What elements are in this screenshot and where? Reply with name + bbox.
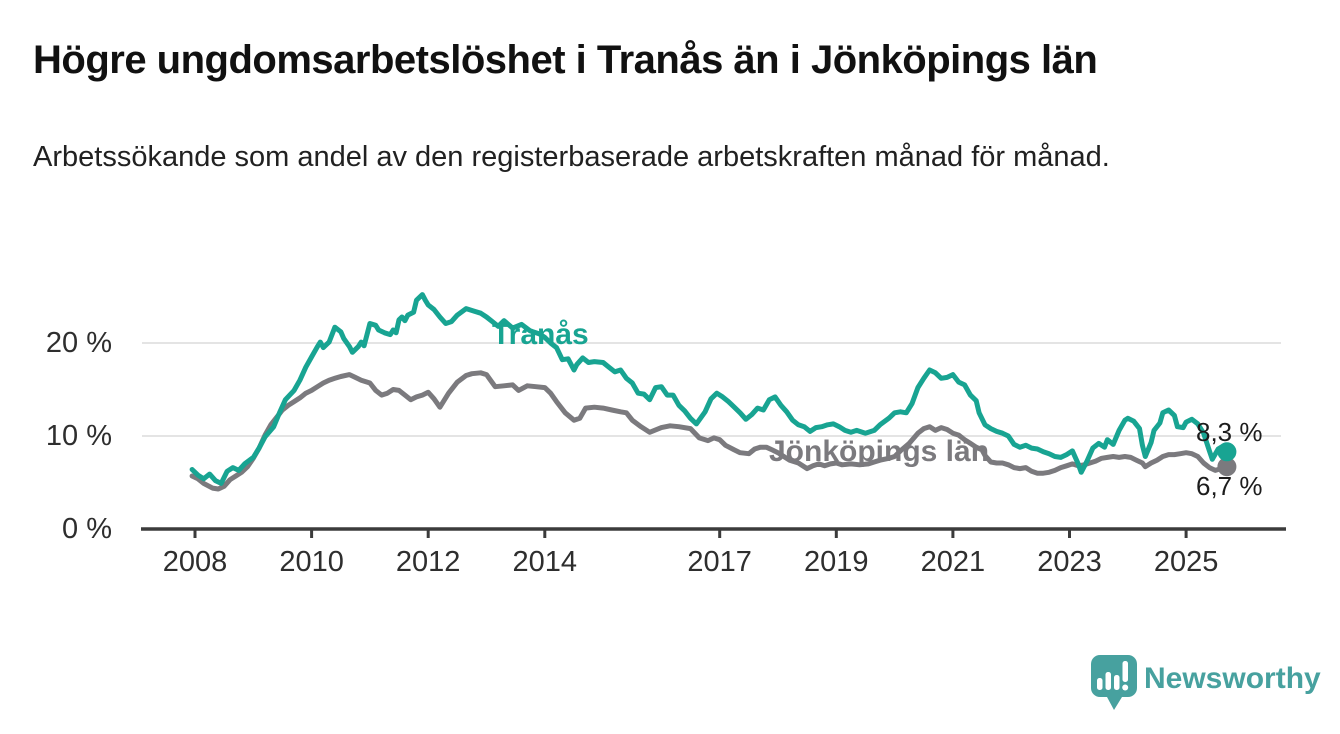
x-tick-label-2025: 2025 [1153,546,1219,578]
series-line-jonkoping [189,370,1230,492]
end-value-label-tranas: 8,3 % [1196,417,1263,447]
newsworthy-logo: Newsworthy [1088,652,1328,714]
series-label-tranas: Tranås [492,318,589,351]
end-dot-jonkoping [1217,457,1237,477]
newsworthy-logo-icon [1091,655,1137,710]
x-tick-label-2012: 2012 [395,546,461,578]
logo-bar-medium [1114,675,1120,690]
end-dot-tranas [1217,442,1237,462]
logo-exclamation-dot [1122,684,1129,691]
x-tick-label-2021: 2021 [920,546,986,578]
page-title: Högre ungdomsarbetslöshet i Tranås än i … [33,38,1098,82]
x-tick-label-2010: 2010 [279,546,344,578]
logo-exclamation-bar [1122,661,1128,682]
newsworthy-wordmark: Newsworthy [1144,662,1321,695]
y-tick-label-0: 0 % [62,513,112,545]
x-tick-label-2017: 2017 [687,546,752,578]
x-tick-label-2023: 2023 [1037,546,1102,578]
x-tick-label-2014: 2014 [512,546,578,578]
x-tick-label-2008: 2008 [162,546,228,578]
x-tick-label-2019: 2019 [804,546,869,578]
chart-subtitle: Arbetssökande som andel av den registerb… [33,141,1110,173]
series-line-tranas [189,292,1230,486]
y-tick-label-20: 20 % [45,327,112,359]
logo-bar-tall [1105,672,1111,690]
series-label-jonkoping: Jönköpings län [769,435,990,468]
logo-bar-small [1097,678,1103,690]
y-tick-label-10: 10 % [45,420,112,452]
end-value-label-jonkoping: 6,7 % [1196,471,1263,501]
